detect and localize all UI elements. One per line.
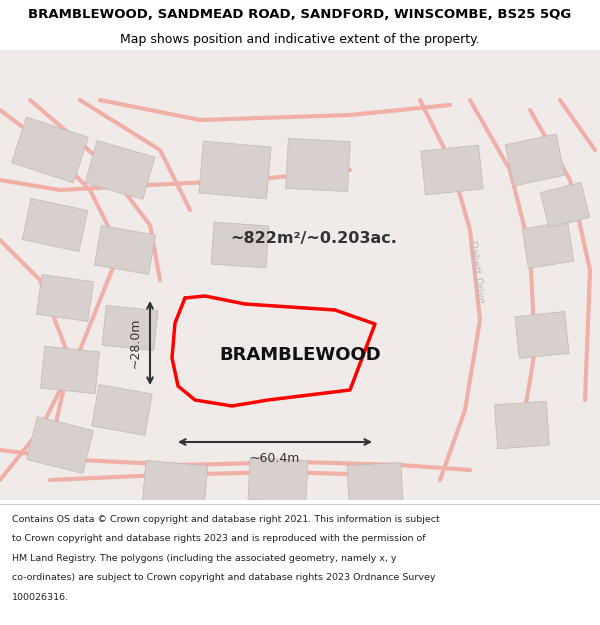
Polygon shape bbox=[142, 461, 208, 509]
Polygon shape bbox=[505, 134, 565, 186]
Polygon shape bbox=[248, 458, 308, 503]
Polygon shape bbox=[0, 50, 600, 500]
Polygon shape bbox=[211, 222, 269, 268]
Text: ~60.4m: ~60.4m bbox=[250, 452, 300, 465]
Polygon shape bbox=[37, 274, 94, 321]
Polygon shape bbox=[540, 182, 590, 228]
Text: Dabett Drive: Dabett Drive bbox=[467, 240, 485, 304]
Polygon shape bbox=[522, 222, 574, 268]
Text: ~28.0m: ~28.0m bbox=[129, 318, 142, 368]
Polygon shape bbox=[421, 145, 483, 195]
Text: co-ordinates) are subject to Crown copyright and database rights 2023 Ordnance S: co-ordinates) are subject to Crown copyr… bbox=[12, 573, 436, 582]
Polygon shape bbox=[94, 226, 155, 274]
Text: BRAMBLEWOOD: BRAMBLEWOOD bbox=[219, 346, 381, 364]
Polygon shape bbox=[92, 384, 152, 436]
Polygon shape bbox=[26, 417, 94, 473]
Polygon shape bbox=[22, 198, 88, 252]
Text: HM Land Registry. The polygons (including the associated geometry, namely x, y: HM Land Registry. The polygons (includin… bbox=[12, 554, 397, 562]
Text: 100026316.: 100026316. bbox=[12, 592, 69, 601]
Text: ~822m²/~0.203ac.: ~822m²/~0.203ac. bbox=[230, 231, 397, 246]
Polygon shape bbox=[494, 401, 550, 449]
Text: to Crown copyright and database rights 2023 and is reproduced with the permissio: to Crown copyright and database rights 2… bbox=[12, 534, 425, 543]
Polygon shape bbox=[515, 311, 569, 359]
Polygon shape bbox=[199, 141, 271, 199]
Text: BRAMBLEWOOD, SANDMEAD ROAD, SANDFORD, WINSCOMBE, BS25 5QG: BRAMBLEWOOD, SANDMEAD ROAD, SANDFORD, WI… bbox=[28, 8, 572, 21]
Text: Map shows position and indicative extent of the property.: Map shows position and indicative extent… bbox=[120, 32, 480, 46]
Polygon shape bbox=[102, 306, 158, 351]
Text: Contains OS data © Crown copyright and database right 2021. This information is : Contains OS data © Crown copyright and d… bbox=[12, 515, 440, 524]
Polygon shape bbox=[347, 462, 403, 508]
Polygon shape bbox=[85, 141, 155, 199]
Polygon shape bbox=[11, 117, 88, 183]
Polygon shape bbox=[40, 346, 100, 394]
Polygon shape bbox=[286, 138, 350, 192]
